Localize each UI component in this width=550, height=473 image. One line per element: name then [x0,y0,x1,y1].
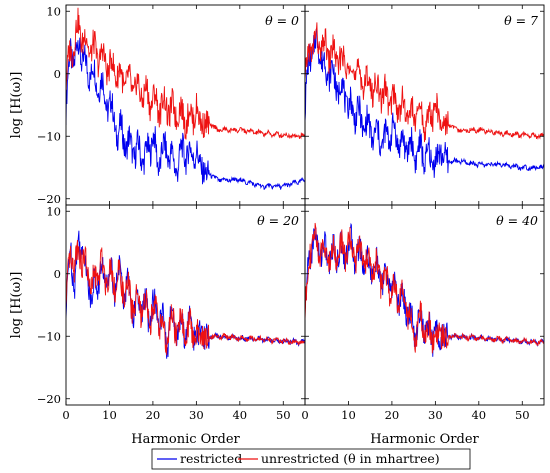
panel-frame [304,4,545,206]
y-axis-label: log [H(ω)] [9,72,24,139]
y-tick-label: −10 [37,329,61,343]
series-line-restricted [305,27,544,178]
panel-title: θ = 0 [265,13,299,28]
x-tick-label: 0 [62,408,69,422]
series-line-unrestricted [66,239,305,356]
panel-title: θ = 40 [496,213,538,228]
series-line-unrestricted [305,22,544,143]
x-tick-label: 50 [515,408,530,422]
panel-frame [65,4,306,206]
legend: restricted unrestricted (θ in mhartree) [151,448,471,470]
panel-frame [304,204,545,406]
legend-label: unrestricted (θ in mhartree) [261,451,440,466]
y-tick-label: 10 [46,204,61,218]
panel-2: θ = 7 [304,4,545,206]
x-tick-label: 20 [385,408,400,422]
x-tick-label: 30 [428,408,443,422]
y-tick-label: −10 [37,129,61,143]
x-tick-label: 10 [102,408,117,422]
series-line-restricted [66,37,305,191]
panel-frame [65,204,306,406]
y-tick-label: −20 [37,392,61,406]
x-tick-label: 40 [471,408,486,422]
series-line-unrestricted [305,222,544,354]
panel-4: 0 10 20 30 40 50 θ = 40 [301,204,545,422]
x-tick-label: 20 [146,408,161,422]
x-tick-label: 10 [341,408,356,422]
x-tick-label: 0 [301,408,308,422]
x-tick-label: 40 [232,408,247,422]
legend-box [151,448,471,470]
y-axis-label: log [H(ω)] [9,272,24,339]
panel-title: θ = 7 [504,13,538,28]
y-tick-label: −20 [37,192,61,206]
x-tick-label: 30 [189,408,204,422]
x-axis-label: Harmonic Order [131,432,240,447]
panel-3: −20 −10 0 10 0 10 20 30 40 50 θ = 20 [37,204,306,422]
y-tick-label: 0 [54,67,61,81]
x-tick-label: 50 [276,408,291,422]
panel-1: −20 −10 0 10 θ = 0 [37,4,306,206]
x-axis-label: Harmonic Order [370,432,479,447]
y-tick-label: 0 [54,267,61,281]
legend-label: restricted [180,451,242,466]
panel-title: θ = 20 [257,213,299,228]
series-line-unrestricted [66,7,305,140]
y-tick-label: 10 [46,4,61,18]
